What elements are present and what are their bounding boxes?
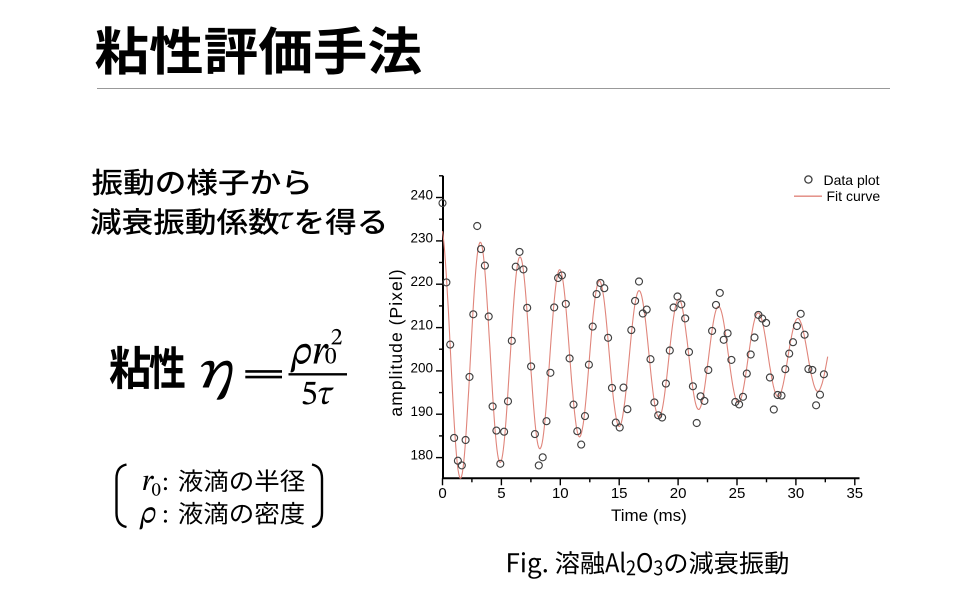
svg-text:35: 35 xyxy=(846,485,863,502)
svg-text:10: 10 xyxy=(552,485,569,502)
svg-text:Fit curve: Fit curve xyxy=(827,188,881,204)
svg-text:180: 180 xyxy=(410,447,433,462)
svg-text:amplitude (Pixel): amplitude (Pixel) xyxy=(386,268,406,416)
svg-text:0: 0 xyxy=(438,485,446,502)
svg-text:25: 25 xyxy=(729,485,746,502)
svg-text:Data plot: Data plot xyxy=(824,172,880,188)
svg-text:Time (ms): Time (ms) xyxy=(611,506,687,525)
svg-text:200: 200 xyxy=(410,361,433,376)
svg-text:190: 190 xyxy=(410,404,433,419)
svg-text:210: 210 xyxy=(410,317,433,332)
svg-text:220: 220 xyxy=(410,274,433,289)
svg-text:230: 230 xyxy=(410,231,433,246)
svg-text:5: 5 xyxy=(497,485,505,502)
svg-text:20: 20 xyxy=(670,485,687,502)
svg-text:15: 15 xyxy=(611,485,628,502)
svg-text:240: 240 xyxy=(410,187,433,202)
svg-text:30: 30 xyxy=(788,485,805,502)
